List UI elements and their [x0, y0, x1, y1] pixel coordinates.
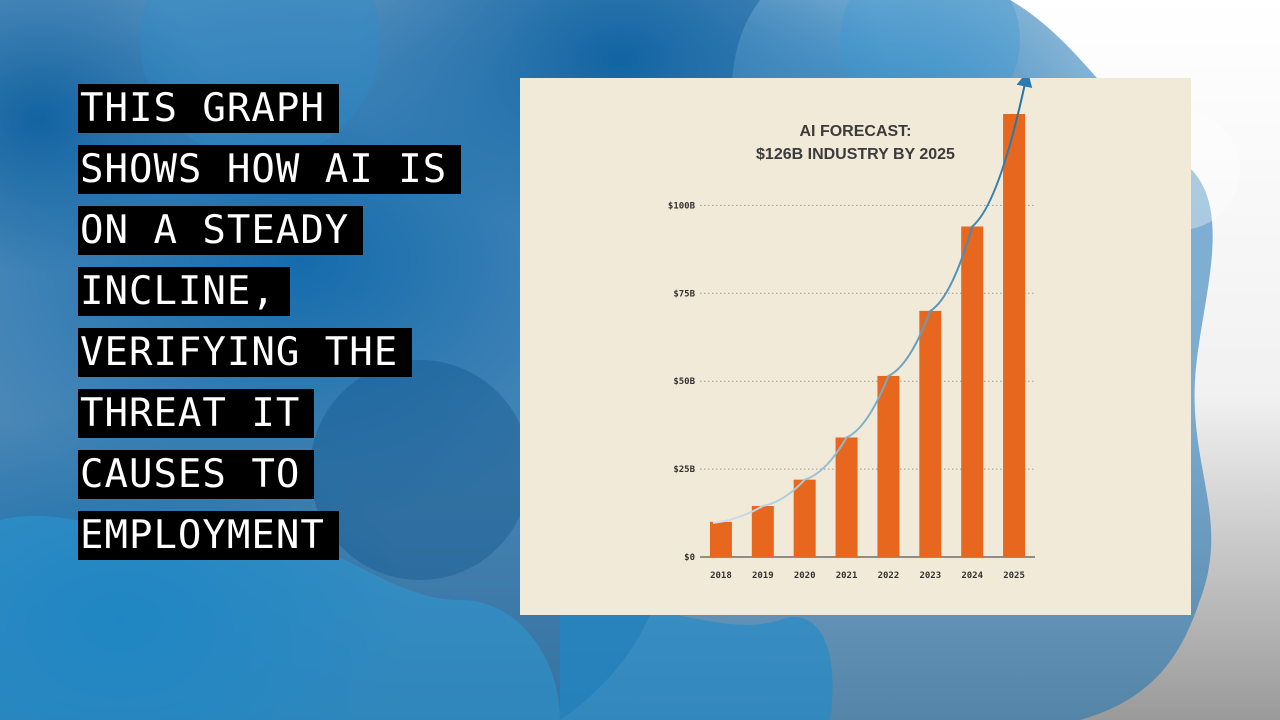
bar-2021: [835, 437, 858, 557]
caption-line: THREAT IT: [78, 389, 315, 438]
caption-line: ON A STEADY: [78, 206, 364, 255]
chart-title-line-2: $126B INDUSTRY BY 2025: [756, 146, 955, 163]
x-tick-label: 2022: [878, 571, 900, 581]
caption-line: SHOWS HOW AI IS: [78, 145, 462, 194]
y-tick-label: $100B: [668, 201, 696, 211]
caption-line: VERIFYING THE: [78, 328, 413, 377]
chart-title-line-1: AI FORECAST:: [799, 123, 912, 140]
bar-2022: [877, 375, 900, 557]
y-tick-label: $50B: [673, 377, 695, 387]
bar-chart: $0 $25B $50B $75B $100B 2018 2019 2020 2021 2022 2…: [668, 78, 1035, 581]
x-tick-label: 2025: [1003, 571, 1025, 581]
slide-caption: THIS GRAPH SHOWS HOW AI IS ON A STEADY I…: [78, 78, 518, 566]
y-tick-label: $0: [684, 553, 695, 563]
caption-line: INCLINE,: [78, 267, 290, 316]
caption-line: THIS GRAPH: [78, 84, 339, 133]
x-tick-label: 2023: [919, 571, 941, 581]
trend-arrow: [712, 78, 1033, 524]
y-tick-label: $75B: [673, 289, 695, 299]
caption-line: EMPLOYMENT: [78, 511, 339, 560]
bar-2024: [961, 226, 984, 557]
bar-2018: [709, 521, 732, 557]
bar-2019: [751, 506, 774, 557]
bar-2023: [919, 310, 942, 557]
x-tick-label: 2024: [961, 571, 983, 581]
chart-card: AI FORECAST: $126B INDUSTRY BY 2025 $0 $2…: [520, 78, 1191, 615]
x-tick-label: 2019: [752, 571, 774, 581]
y-tick-label: $25B: [673, 465, 695, 475]
x-tick-label: 2020: [794, 571, 816, 581]
bar-2020: [793, 479, 816, 557]
x-tick-label: 2018: [710, 571, 732, 581]
caption-line: CAUSES TO: [78, 450, 315, 499]
x-tick-label: 2021: [836, 571, 858, 581]
bar-2025: [1003, 114, 1026, 557]
